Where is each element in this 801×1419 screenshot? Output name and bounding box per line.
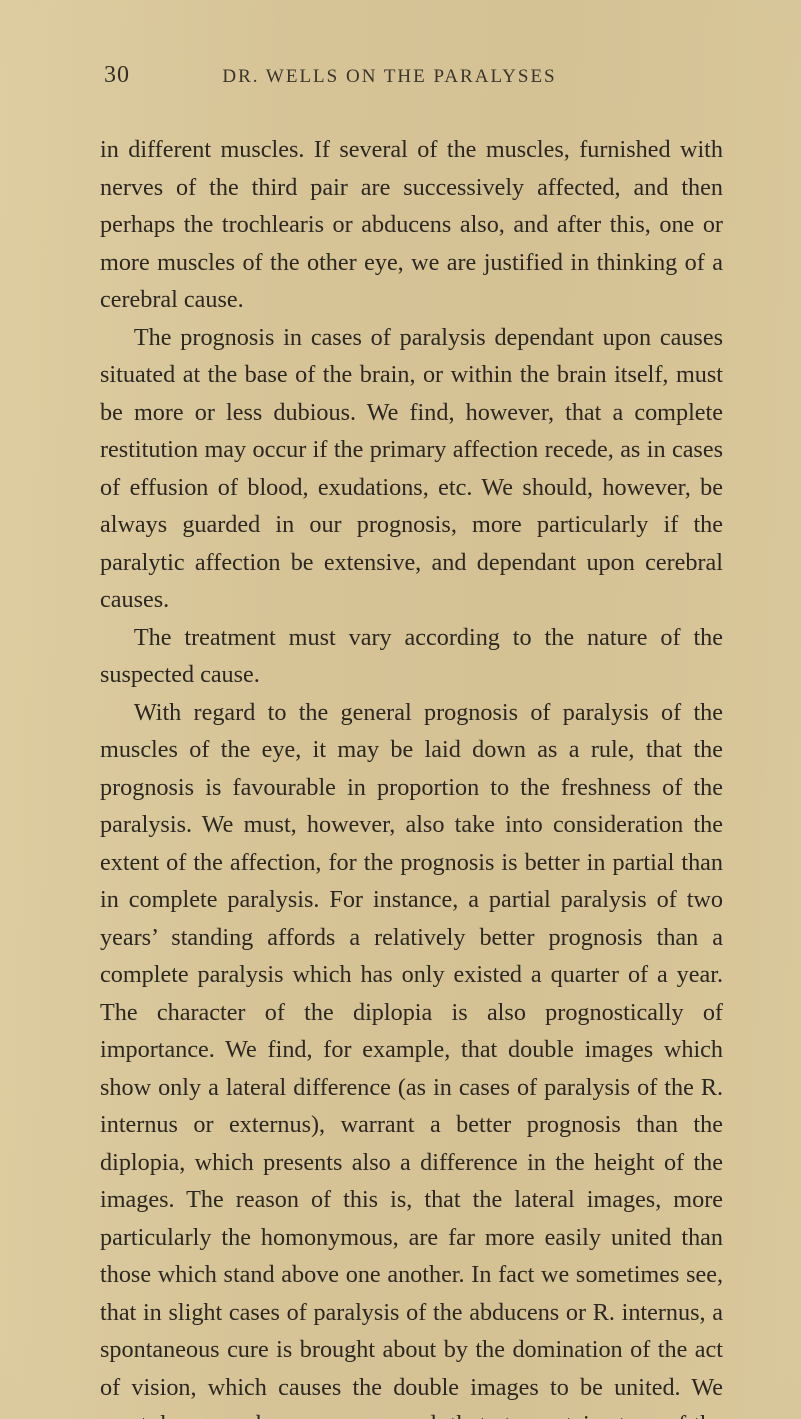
page-header: 30 DR. WELLS ON THE PARALYSES: [100, 62, 723, 89]
paragraph-3: The treatment must vary according to the…: [100, 619, 723, 694]
body-text: in different muscles. If several of the …: [100, 131, 723, 1419]
paragraph-4: With regard to the general prognosis of …: [100, 694, 723, 1419]
paragraph-1: in different muscles. If several of the …: [100, 131, 723, 319]
running-head: DR. WELLS ON THE PARALYSES: [90, 66, 689, 88]
scanned-page: 30 DR. WELLS ON THE PARALYSES in differe…: [0, 0, 801, 1419]
paragraph-2: The prognosis in cases of paralysis depe…: [100, 319, 723, 619]
